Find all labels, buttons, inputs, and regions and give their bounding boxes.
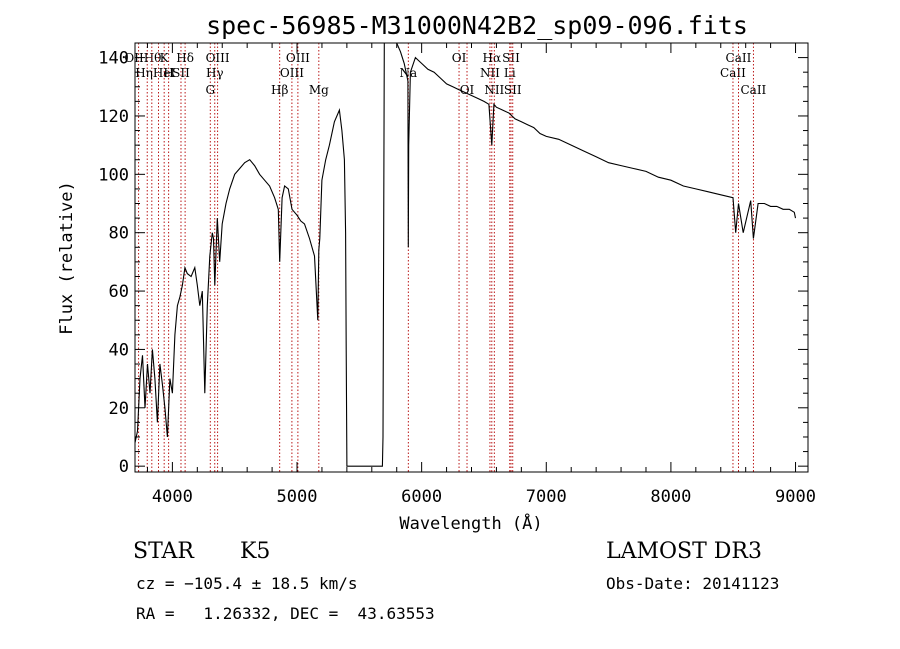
spectral-line-label: OIII: [206, 51, 230, 65]
y-tick-label: 140: [98, 49, 129, 69]
spectral-line-label: Hβ: [271, 83, 288, 97]
object-class: STAR: [133, 539, 194, 564]
spectrum-series-line: [134, 42, 797, 467]
x-tick-label: 4000: [152, 487, 193, 507]
spectral-line-label: OIII: [280, 66, 304, 80]
x-tick-label: 8000: [650, 487, 691, 507]
spectral-line-label: G: [205, 83, 215, 97]
spectral-line-label: SII: [502, 51, 520, 65]
spectral-line-label: OIII: [286, 51, 310, 65]
spectral-line-label: SII: [172, 66, 190, 80]
spectral-line-label: HηHeI: [135, 66, 175, 80]
x-tick-label: 5000: [277, 487, 318, 507]
object-subclass: K5: [240, 539, 271, 564]
spectral-line-label: NII: [484, 83, 504, 97]
x-axis-label: Wavelength (Å): [399, 512, 542, 534]
plot-frame: [134, 42, 809, 473]
spectral-line-label: CaII: [740, 83, 766, 97]
observation-date: Obs-Date: 20141123: [606, 574, 780, 593]
spectral-line-label: Hα: [483, 51, 502, 65]
x-axis: 4000 5000 6000 7000 8000 9000: [146, 43, 816, 507]
spectral-line-label: Mg: [309, 83, 329, 97]
redshift-velocity: cz = −105.4 ± 18.5 km/s: [136, 574, 358, 593]
x-tick-label: 9000: [775, 487, 816, 507]
spectral-line-label: CaII: [726, 51, 752, 65]
spectral-line-label: OI: [460, 83, 475, 97]
x-tick-label: 6000: [401, 487, 442, 507]
chart-title: spec-56985-M31000N42B2_sp09-096.fits: [206, 11, 748, 40]
survey-name: LAMOST DR3: [606, 539, 762, 564]
spectral-line-label: Hδ: [176, 51, 194, 65]
y-tick-label: 40: [109, 340, 129, 360]
y-tick-label: 100: [98, 165, 129, 185]
y-tick-label: 0: [119, 457, 129, 477]
spectral-line-label: SII: [504, 83, 522, 97]
spectral-line-label: Li: [504, 66, 516, 80]
spectral-line-label: NII: [480, 66, 500, 80]
y-axis-label: Flux (relative): [57, 181, 77, 335]
spectral-line-label: Na: [399, 66, 417, 80]
x-tick-label: 7000: [526, 487, 567, 507]
coordinates: RA = 1.26332, DEC = 43.63553: [136, 604, 435, 623]
y-tick-label: 80: [109, 224, 129, 244]
spectral-line-label: Hγ: [206, 66, 224, 80]
y-tick-label: 60: [109, 282, 129, 302]
spectral-line-label: OI: [452, 51, 467, 65]
y-tick-label: 120: [98, 107, 129, 127]
spectral-line-markers: OIIHθHηHeIKHSIIHδGHγOIIIHβOIIIOIIIMgNaOI…: [124, 43, 767, 472]
spectral-line-label: CaII: [720, 66, 746, 80]
y-axis: 0 20 40 60 80 100 120 140: [98, 49, 808, 477]
y-tick-label: 20: [109, 399, 129, 419]
spectral-line-label: H: [163, 66, 173, 80]
spectral-line-label: K: [160, 51, 170, 65]
